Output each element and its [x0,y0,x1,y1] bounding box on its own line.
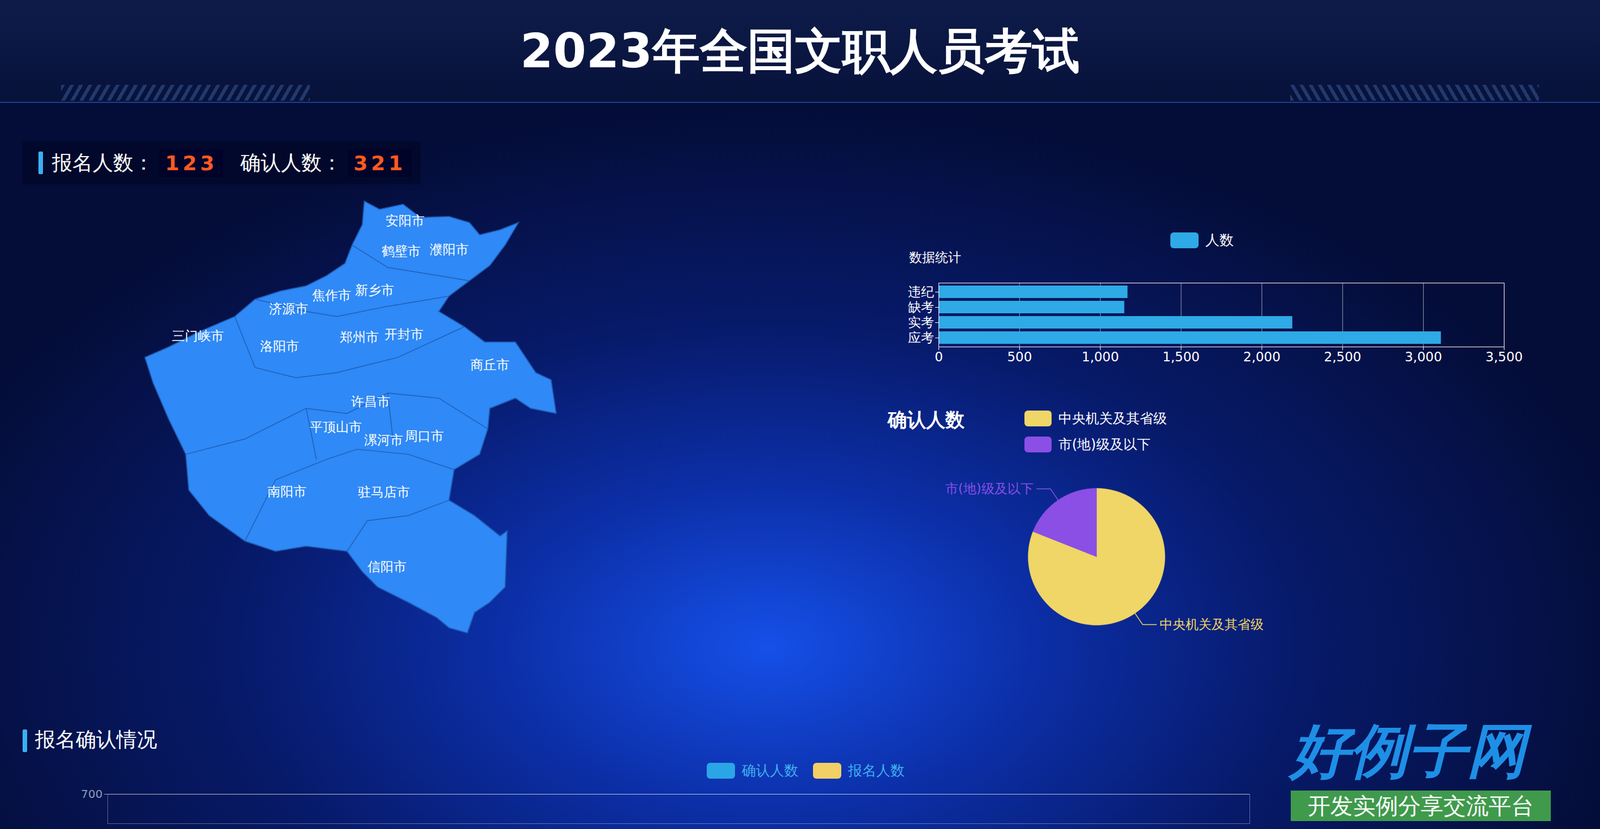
svg-text:中央机关及其省级: 中央机关及其省级 [1159,616,1264,632]
html-text:开发实例分享交流平台: 开发实例分享交流平台 [1307,792,1534,819]
html-text:报名确认情况: 报名确认情况 [35,727,158,751]
html-text:确认人数: 确认人数 [887,408,965,431]
svg-text:2,500: 2,500 [1324,349,1362,365]
svg-text:3,000: 3,000 [1404,349,1443,365]
svg-text:0: 0 [934,349,944,365]
svg-text:实考: 实考 [907,314,934,330]
svg-text:南阳市: 南阳市 [267,483,307,499]
svg-text:郑州市: 郑州市 [339,329,379,345]
svg-text:2,000: 2,000 [1243,349,1281,365]
svg-text:信阳市: 信阳市 [367,559,407,574]
svg-text:市(地)级及以下: 市(地)级及以下 [945,481,1034,496]
svg-text:开封市: 开封市 [384,326,424,342]
svg-text:漯河市: 漯河市 [364,432,404,448]
html-text:人数: 人数 [1205,231,1234,249]
svg-text:商丘市: 商丘市 [470,357,510,373]
svg-text:违纪: 违纪 [907,284,934,300]
svg-text:焦作市: 焦作市 [312,287,352,303]
html-text:确认人数：: 确认人数： [240,150,343,174]
svg-text:三门峡市: 三门峡市 [171,328,224,344]
html-text:123: 123 [165,151,218,175]
svg-text:700: 700 [80,786,103,801]
svg-text:济源市: 济源市 [269,301,309,317]
svg-text:濮阳市: 濮阳市 [429,241,469,257]
svg-text:新乡市: 新乡市 [355,282,395,298]
html-text:报名人数：: 报名人数： [52,150,154,174]
svg-text:安阳市: 安阳市 [385,213,425,228]
svg-text:驻马店市: 驻马店市 [357,484,410,500]
svg-text:许昌市: 许昌市 [351,394,391,409]
svg-text:1,500: 1,500 [1162,349,1200,365]
svg-text:平顶山市: 平顶山市 [309,419,362,435]
svg-text:1,000: 1,000 [1081,349,1119,365]
html-text:好例子网: 好例子网 [1290,716,1526,786]
html-text:321: 321 [353,151,407,175]
html-text:中央机关及其省级: 中央机关及其省级 [1058,410,1167,427]
svg-text:500: 500 [1006,349,1032,365]
svg-text:3,500: 3,500 [1485,349,1524,365]
svg-text:应考: 应考 [907,330,934,345]
svg-text:洛阳市: 洛阳市 [260,338,300,354]
html-text:数据统计: 数据统计 [909,249,962,265]
svg-text:缺考: 缺考 [907,299,934,315]
html-text:市(地)级及以下: 市(地)级及以下 [1058,436,1151,453]
svg-text:周口市: 周口市 [404,428,444,444]
svg-text:鹤壁市: 鹤壁市 [381,243,421,259]
html-text:确认人数: 确认人数 [741,762,799,779]
html-text:2023年全国文职人员考试: 2023年全国文职人员考试 [520,23,1080,79]
html-text:报名人数: 报名人数 [848,762,905,779]
